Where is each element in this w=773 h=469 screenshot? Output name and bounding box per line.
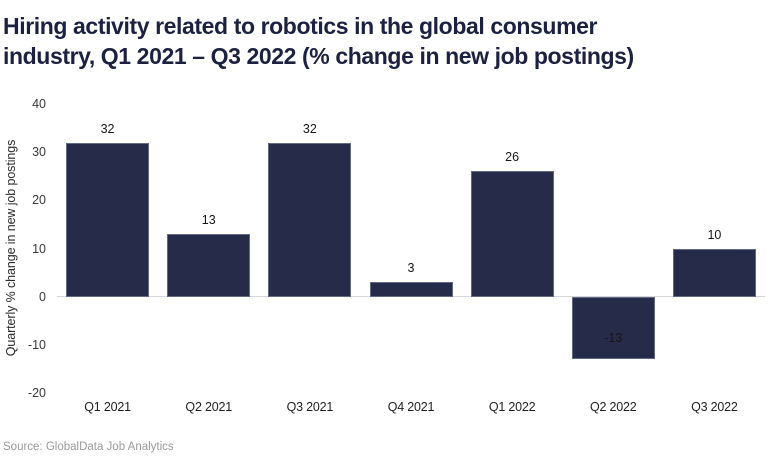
- bar: [470, 171, 554, 297]
- chart-title: Hiring activity related to robotics in t…: [3, 11, 634, 71]
- x-axis-label: Q2 2021: [185, 400, 232, 414]
- y-axis-tick-label: 0: [39, 289, 46, 304]
- source-note: Source: GlobalData Job Analytics: [3, 441, 174, 453]
- bar-value-label: 32: [302, 121, 317, 136]
- y-axis-tick-label: 30: [32, 145, 46, 160]
- bar-value-label: 32: [100, 121, 115, 136]
- bar: [672, 248, 756, 297]
- x-axis: Q1 2021 Q2 2021 Q3 2021 Q4 2021 Q1 2022 Q2 20…: [57, 399, 765, 417]
- x-axis-label: Q1 2021: [84, 400, 131, 414]
- plot-area: 32 13 32 3 26 -13 10: [57, 104, 765, 393]
- x-axis-label: Q3 2021: [286, 400, 334, 414]
- bar-value-label: -13: [604, 331, 623, 346]
- y-axis-tick-label: -10: [27, 337, 46, 352]
- y-axis-tick-label: -20: [27, 386, 46, 400]
- bar-value-label: 10: [707, 227, 722, 242]
- bar-value-label: 13: [201, 213, 216, 228]
- x-axis-label: Q1 2022: [488, 400, 536, 414]
- bar-value-label: 3: [407, 261, 415, 276]
- y-axis-tick-label: 10: [32, 241, 46, 256]
- y-axis-tick-label: 20: [32, 193, 46, 208]
- chart-title-line1: Hiring activity related to robotics in t…: [3, 13, 598, 39]
- chart-title-line2: industry, Q1 2021 – Q3 2022 (% change in…: [3, 43, 634, 69]
- bar: [268, 142, 352, 297]
- bar-value-label: 26: [505, 150, 520, 165]
- bar: [369, 282, 453, 297]
- bar: [167, 234, 251, 297]
- y-axis-tick-label: 40: [32, 97, 46, 111]
- x-axis-label: Q4 2021: [387, 400, 435, 414]
- x-axis-label: Q3 2022: [691, 400, 738, 414]
- bar: [571, 296, 655, 360]
- bar: [66, 142, 150, 297]
- x-axis-label: Q2 2022: [589, 400, 637, 414]
